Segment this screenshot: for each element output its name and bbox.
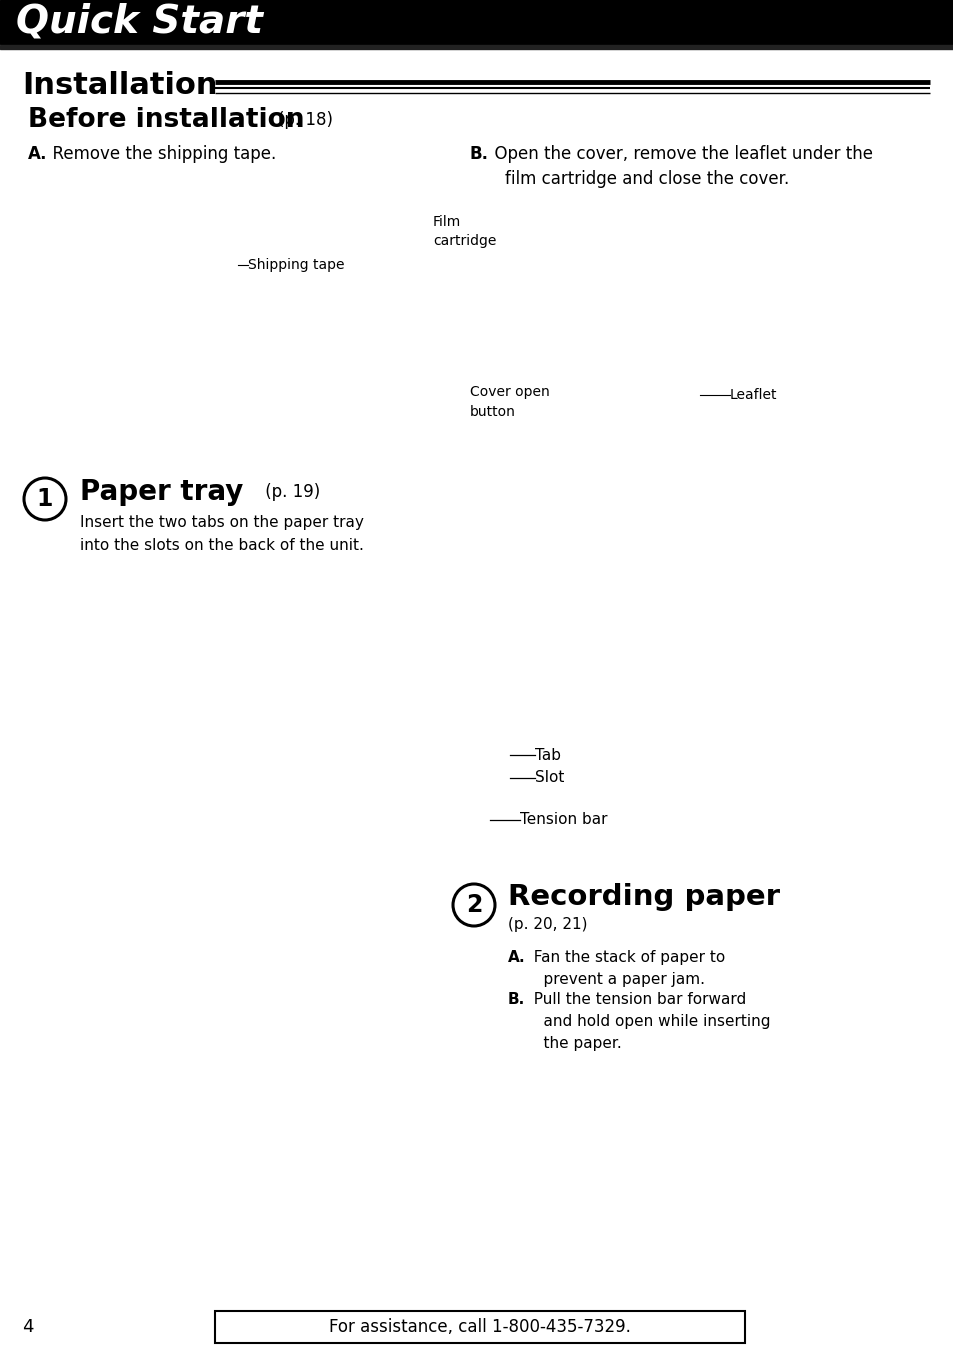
Text: 2: 2	[465, 893, 481, 917]
Text: For assistance, call 1-800-435-7329.: For assistance, call 1-800-435-7329.	[329, 1319, 630, 1336]
Text: (p. 18): (p. 18)	[277, 111, 333, 128]
Bar	[214, 1310, 744, 1343]
Text: Recording paper: Recording paper	[507, 884, 780, 911]
Text: (p. 19): (p. 19)	[260, 484, 320, 501]
Text: Cover open
button: Cover open button	[470, 385, 549, 419]
Circle shape	[453, 884, 495, 925]
Text: Shipping tape: Shipping tape	[248, 258, 344, 272]
Text: Leaflet: Leaflet	[729, 388, 777, 403]
Text: Insert the two tabs on the paper tray
into the slots on the back of the unit.: Insert the two tabs on the paper tray in…	[80, 515, 363, 553]
Text: Slot: Slot	[535, 770, 564, 785]
Text: Film
cartridge: Film cartridge	[433, 215, 496, 249]
Text: Paper tray: Paper tray	[80, 478, 243, 507]
Text: B.: B.	[507, 992, 525, 1006]
Text: 1: 1	[37, 486, 53, 511]
Text: A.: A.	[28, 145, 48, 163]
Circle shape	[24, 478, 66, 520]
Text: (p. 20, 21): (p. 20, 21)	[507, 917, 587, 932]
Text: Tension bar: Tension bar	[519, 812, 607, 828]
Text: Pull the tension bar forward
    and hold open while inserting
    the paper.: Pull the tension bar forward and hold op…	[523, 992, 770, 1051]
Text: 4: 4	[22, 1319, 33, 1336]
Text: Quick Start: Quick Start	[16, 3, 263, 41]
Text: B.: B.	[470, 145, 489, 163]
Text: Installation: Installation	[22, 70, 217, 100]
Text: Remove the shipping tape.: Remove the shipping tape.	[42, 145, 276, 163]
Text: Fan the stack of paper to
    prevent a paper jam.: Fan the stack of paper to prevent a pape…	[523, 950, 724, 988]
Text: Open the cover, remove the leaflet under the
    film cartridge and close the co: Open the cover, remove the leaflet under…	[483, 145, 872, 188]
Bar	[0, 0, 953, 45]
Text: A.: A.	[507, 950, 525, 965]
Text: Before installation: Before installation	[28, 107, 304, 132]
Bar	[0, 45, 953, 49]
Text: Tab: Tab	[535, 747, 560, 762]
